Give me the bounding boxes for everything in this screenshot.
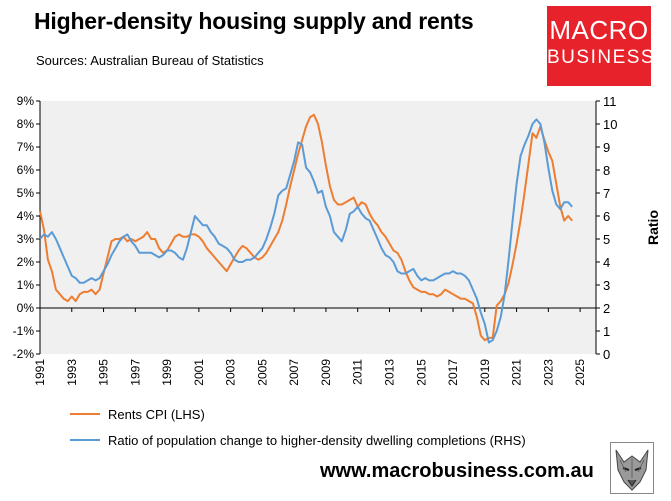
chart-title: Higher-density housing supply and rents: [34, 8, 474, 34]
right-tick-label: 8: [603, 163, 610, 178]
line-chart: -2% -1% 0% 1% 2% 3% 4% 5% 6% 7% 8% 9% 0 1 2 3 4 5 6 7 8 9 10 11…: [13, 94, 661, 386]
legend-label-rents: Rents CPI (LHS): [108, 406, 205, 422]
legend-label-ratio: Ratio of population change to higher-den…: [108, 432, 526, 448]
chart-subtitle: Sources: Australian Bureau of Statistics: [36, 53, 264, 68]
wolf-logo-icon: [610, 442, 654, 494]
right-tick-label: 0: [603, 347, 610, 362]
left-tick-label: 1%: [17, 278, 35, 292]
x-tick-label: 2019: [478, 359, 492, 386]
left-tick-label: -2%: [13, 347, 35, 361]
right-tick-label: 10: [603, 117, 617, 132]
right-axis-label: Ratio: [645, 210, 661, 245]
right-tick-label: 5: [603, 232, 610, 247]
x-tick-label: 2009: [319, 359, 333, 386]
x-tick-label: 2005: [255, 359, 269, 386]
left-tick-label: 0%: [17, 301, 35, 315]
left-tick-label: 8%: [17, 117, 35, 131]
x-tick-label: 2013: [382, 359, 396, 386]
x-tick-label: 2001: [192, 359, 206, 386]
left-tick-label: 6%: [17, 163, 35, 177]
right-tick-label: 1: [603, 324, 610, 339]
x-tick-label: 1991: [33, 359, 47, 386]
left-tick-label: 5%: [17, 186, 35, 200]
legend-swatch-rents: [70, 413, 100, 415]
macrobusiness-logo: MACRO BUSINESS: [547, 6, 656, 86]
series-line-rents-cpi: [39, 113, 573, 342]
x-tick-label: 1997: [128, 359, 142, 386]
left-tick-label: -1%: [13, 324, 35, 338]
left-tick-label: 9%: [17, 94, 35, 108]
x-tick-label: 2003: [224, 359, 238, 386]
x-tick-label: 1993: [65, 359, 79, 386]
x-tick-label: 2025: [573, 359, 587, 386]
series-line-ratio: [39, 118, 573, 344]
legend-item-ratio: Ratio of population change to higher-den…: [70, 427, 526, 453]
right-tick-label: 2: [603, 301, 610, 316]
chart-legend: Rents CPI (LHS) Ratio of population chan…: [70, 401, 526, 453]
right-tick-label: 9: [603, 140, 610, 155]
legend-swatch-ratio: [70, 439, 100, 441]
right-tick-label: 7: [603, 186, 610, 201]
left-tick-label: 4%: [17, 209, 35, 223]
x-tick-label: 1999: [160, 359, 174, 386]
x-tick-label: 2021: [510, 359, 524, 386]
left-tick-label: 3%: [17, 232, 35, 246]
right-tick-label: 3: [603, 278, 610, 293]
right-tick-label: 6: [603, 209, 610, 224]
right-tick-label: 11: [603, 94, 617, 109]
x-tick-label: 2007: [287, 359, 301, 386]
plot-area: [40, 101, 596, 354]
legend-item-rents: Rents CPI (LHS): [70, 401, 526, 427]
footer-url: www.macrobusiness.com.au: [320, 460, 594, 482]
x-tick-label: 1995: [97, 359, 111, 386]
x-tick-label: 2015: [414, 359, 428, 386]
x-tick-label: 2011: [351, 359, 365, 385]
x-tick-label: 2017: [446, 359, 460, 386]
right-tick-label: 4: [603, 255, 610, 270]
left-tick-label: 7%: [17, 140, 35, 154]
logo-line-2: BUSINESS: [547, 47, 656, 68]
logo-line-1: MACRO: [549, 15, 649, 45]
x-tick-label: 2023: [541, 359, 555, 386]
left-tick-label: 2%: [17, 255, 35, 269]
